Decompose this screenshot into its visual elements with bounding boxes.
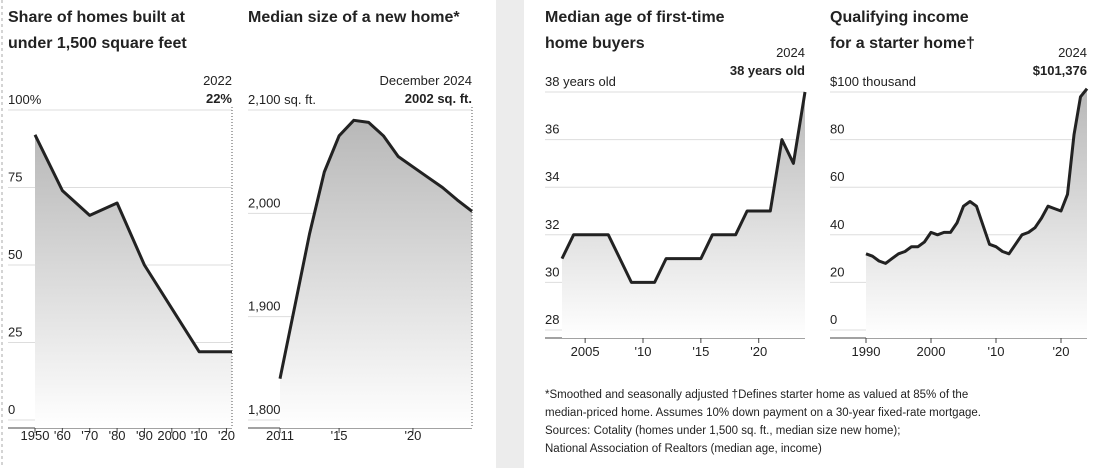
area xyxy=(866,88,1087,338)
x-tick-label: '20 xyxy=(1053,344,1070,359)
y-tick-label: 60 xyxy=(830,169,844,184)
y-tick-label: 0 xyxy=(8,402,15,417)
x-tick-label: '60 xyxy=(54,428,71,443)
y-tick-label: 40 xyxy=(830,217,844,232)
y-tick-label: 38 years old xyxy=(545,74,616,89)
annotation-value: 2002 sq. ft. xyxy=(405,91,472,106)
annotation: 2022 xyxy=(203,73,232,88)
x-tick-label: 1990 xyxy=(852,344,881,359)
line xyxy=(33,134,232,354)
y-tick-label: 75 xyxy=(8,170,22,185)
x-tick-label: 2000 xyxy=(157,428,186,443)
footnote: *Smoothed and seasonally adjusted †Defin… xyxy=(545,389,968,401)
y-tick-label: 25 xyxy=(8,325,22,340)
chart-title: home buyers xyxy=(545,35,645,52)
y-tick-label: 0 xyxy=(830,312,837,327)
y-tick-label: 20 xyxy=(830,264,844,279)
y-tick-label: 28 xyxy=(545,312,559,327)
y-tick-label: 2,000 xyxy=(248,195,281,210)
annotation-value: 38 years old xyxy=(730,63,805,78)
y-tick-label: 32 xyxy=(545,217,559,232)
y-tick-label: 2,100 sq. ft. xyxy=(248,92,316,107)
divider xyxy=(496,0,524,468)
annotation-value: $101,376 xyxy=(1033,63,1087,78)
x-tick-label: '20 xyxy=(218,428,235,443)
x-tick-label: '10 xyxy=(635,344,652,359)
annotation-value: 22% xyxy=(206,91,232,106)
annotation: 2024 xyxy=(1058,45,1087,60)
area xyxy=(280,120,472,429)
x-tick-label: '10 xyxy=(988,344,1005,359)
x-tick-label: '10 xyxy=(191,428,208,443)
line xyxy=(278,118,473,380)
line xyxy=(865,87,1089,265)
area xyxy=(562,92,805,338)
line xyxy=(560,91,807,284)
footnote: Sources: Cotality (homes under 1,500 sq.… xyxy=(545,425,900,437)
x-tick-label: '20 xyxy=(404,428,421,443)
area xyxy=(35,134,232,429)
x-tick-label: 2005 xyxy=(571,344,600,359)
x-tick-label: '80 xyxy=(109,428,126,443)
chart-title: Median size of a new home* xyxy=(248,9,460,26)
x-tick-label: '70 xyxy=(81,428,98,443)
x-tick-label: 1950 xyxy=(21,428,50,443)
footnote: median-priced home. Assumes 10% down pay… xyxy=(545,407,981,419)
x-tick-label: '20 xyxy=(750,344,767,359)
chart-title: for a starter home† xyxy=(830,35,975,52)
y-tick-label: $100 thousand xyxy=(830,74,916,89)
chart-title: Qualifying income xyxy=(830,9,969,26)
y-tick-label: 100% xyxy=(8,92,42,107)
chart-title: Median age of first-time xyxy=(545,9,725,26)
x-tick-label: '15 xyxy=(692,344,709,359)
x-tick-label: '90 xyxy=(136,428,153,443)
y-tick-label: 1,800 xyxy=(248,402,281,417)
x-tick-label: 2000 xyxy=(917,344,946,359)
annotation: December 2024 xyxy=(380,73,473,88)
footnote: National Association of Realtors (median… xyxy=(545,443,822,455)
y-tick-label: 1,900 xyxy=(248,299,281,314)
x-tick-label: '15 xyxy=(331,428,348,443)
chart-title: under 1,500 square feet xyxy=(8,35,187,52)
chart-title: Share of homes built at xyxy=(8,9,186,26)
y-tick-label: 80 xyxy=(830,122,844,137)
y-tick-label: 30 xyxy=(545,264,559,279)
y-tick-label: 36 xyxy=(545,122,559,137)
y-tick-label: 50 xyxy=(8,247,22,262)
annotation: 2024 xyxy=(776,45,805,60)
y-tick-label: 34 xyxy=(545,169,559,184)
x-tick-label: 2011 xyxy=(266,428,294,443)
